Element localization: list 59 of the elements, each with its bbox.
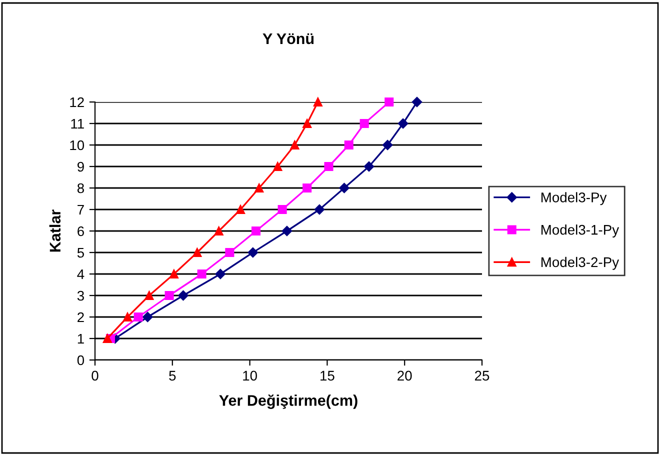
point <box>344 140 354 150</box>
point <box>134 312 143 322</box>
y-tick-label: 3 <box>77 290 84 301</box>
y-tick-label: 7 <box>78 204 84 215</box>
x-tick-label: 25 <box>474 370 490 381</box>
point <box>302 118 312 128</box>
point <box>278 204 287 214</box>
point <box>282 226 292 236</box>
x-tick-label: 20 <box>398 370 412 381</box>
point <box>178 290 188 301</box>
legend-label: Model3-1-Py <box>541 224 620 238</box>
point <box>302 183 312 193</box>
y-tick-label: 0 <box>77 355 84 366</box>
point <box>102 334 112 344</box>
point <box>215 268 226 280</box>
y-tick-label: 8 <box>77 183 84 194</box>
point <box>412 96 422 108</box>
point <box>364 161 374 172</box>
point <box>122 312 132 322</box>
point <box>225 248 234 258</box>
point <box>290 140 300 150</box>
y-tick-label: 5 <box>77 248 84 258</box>
legend-label: Model3-Py <box>541 192 607 206</box>
point <box>273 162 282 172</box>
point <box>313 97 322 107</box>
point <box>197 269 206 279</box>
point <box>192 248 202 258</box>
y-tick-label: 10 <box>70 140 84 150</box>
y-tick-label: 2 <box>78 312 84 322</box>
y-tick-label: 1 <box>78 334 84 344</box>
point <box>360 118 369 128</box>
x-tick-label: 10 <box>243 370 257 381</box>
point <box>384 97 394 107</box>
point <box>164 290 174 300</box>
x-axis-title: Yer Değiştirme(cm) <box>219 394 358 409</box>
point <box>254 183 264 193</box>
point <box>382 140 393 150</box>
y-tick-label: 6 <box>78 226 84 236</box>
x-tick-label: 0 <box>92 370 98 381</box>
x-tick-label: 5 <box>169 370 176 381</box>
point <box>214 226 224 236</box>
x-tick-label: 15 <box>320 370 334 381</box>
point <box>142 312 153 322</box>
legend-label: Model3-2-Py <box>541 256 620 270</box>
point <box>144 290 154 300</box>
y-tick-label: 4 <box>77 269 84 280</box>
y-tick-label: 12 <box>70 97 84 108</box>
point <box>339 182 350 194</box>
point <box>324 162 334 172</box>
point <box>169 269 178 279</box>
y-axis-title: Katlar <box>49 210 61 252</box>
y-tick-label: 11 <box>71 118 84 129</box>
point <box>398 118 408 129</box>
chart-title: Y Yönü <box>262 33 314 44</box>
point <box>236 204 246 214</box>
y-tick-label: 9 <box>78 162 84 172</box>
point <box>314 204 325 215</box>
point <box>251 226 261 236</box>
point <box>248 247 258 258</box>
